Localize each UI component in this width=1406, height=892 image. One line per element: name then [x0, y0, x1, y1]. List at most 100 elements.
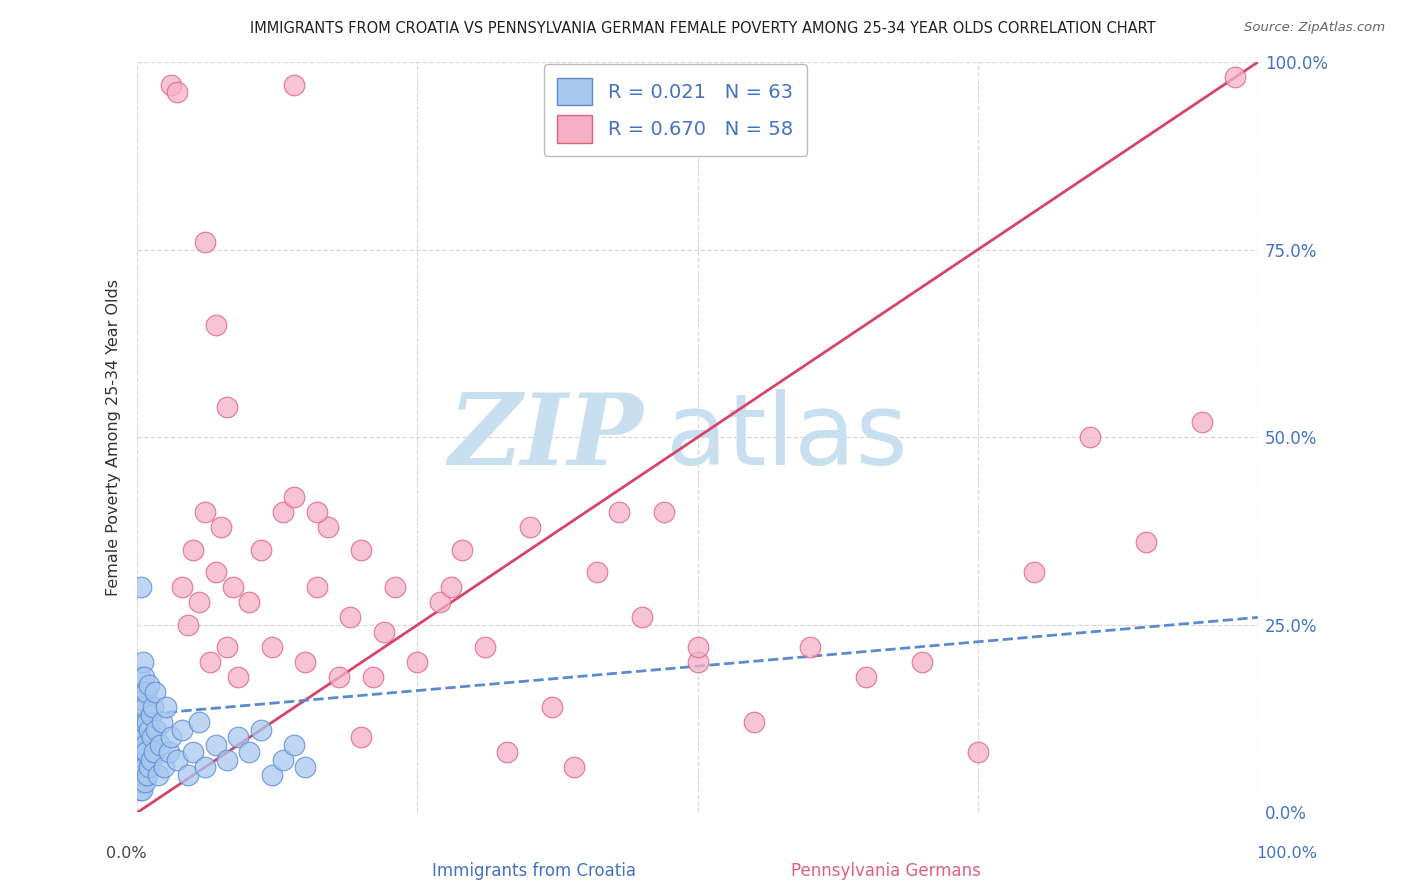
Point — [132, 768, 155, 782]
Point — [305, 505, 328, 519]
Point — [149, 738, 172, 752]
Point — [283, 491, 305, 505]
Point — [194, 505, 217, 519]
Point — [136, 715, 159, 730]
Point — [911, 656, 934, 670]
Point — [204, 566, 226, 580]
Point — [226, 731, 249, 745]
Point — [249, 723, 271, 737]
Point — [686, 640, 709, 655]
Point — [135, 746, 157, 760]
Point — [166, 753, 188, 767]
Point — [138, 723, 160, 737]
Point — [188, 715, 211, 730]
Point — [198, 656, 221, 670]
Point — [143, 685, 166, 699]
Point — [585, 566, 607, 580]
Point — [166, 85, 188, 99]
Point — [541, 700, 564, 714]
Text: 100.0%: 100.0% — [1256, 847, 1317, 861]
Point — [260, 640, 283, 655]
Point — [155, 700, 177, 714]
Point — [129, 738, 152, 752]
Point — [150, 715, 173, 730]
Point — [127, 746, 149, 760]
Point — [143, 746, 166, 760]
Point — [1078, 430, 1101, 444]
Point — [128, 783, 150, 797]
Point — [128, 670, 150, 684]
Point — [1022, 566, 1045, 580]
Point — [406, 656, 429, 670]
Point — [194, 760, 217, 774]
Point — [128, 693, 150, 707]
Point — [373, 625, 395, 640]
Point — [177, 618, 200, 632]
Point — [328, 670, 350, 684]
Point — [799, 640, 821, 655]
Point — [652, 505, 675, 519]
Point — [128, 731, 150, 745]
Point — [316, 520, 339, 534]
Point — [183, 746, 205, 760]
Point — [128, 753, 150, 767]
Point — [271, 505, 294, 519]
Point — [138, 760, 160, 774]
Point — [271, 753, 294, 767]
Point — [132, 693, 155, 707]
Point — [134, 700, 156, 714]
Point — [339, 610, 361, 624]
Point — [131, 723, 153, 737]
Point — [136, 768, 159, 782]
Point — [127, 768, 149, 782]
Point — [630, 610, 652, 624]
Point — [440, 580, 463, 594]
Point — [134, 738, 156, 752]
Point — [129, 700, 152, 714]
Text: ZIP: ZIP — [449, 389, 644, 485]
Point — [384, 580, 406, 594]
Point — [139, 707, 162, 722]
Point — [221, 580, 243, 594]
Point — [132, 760, 155, 774]
Point — [1225, 70, 1247, 84]
Point — [129, 580, 152, 594]
Text: Immigrants from Croatia: Immigrants from Croatia — [432, 862, 637, 880]
Point — [132, 715, 155, 730]
Point — [139, 753, 162, 767]
Point — [855, 670, 877, 684]
Point — [177, 768, 200, 782]
Point — [215, 640, 238, 655]
Point — [607, 505, 630, 519]
Text: IMMIGRANTS FROM CROATIA VS PENNSYLVANIA GERMAN FEMALE POVERTY AMONG 25-34 YEAR O: IMMIGRANTS FROM CROATIA VS PENNSYLVANIA … — [250, 21, 1156, 36]
Point — [138, 678, 160, 692]
Point — [429, 595, 451, 609]
Point — [145, 723, 167, 737]
Text: atlas: atlas — [666, 389, 908, 486]
Point — [238, 595, 260, 609]
Point — [305, 580, 328, 594]
Point — [451, 542, 474, 557]
Point — [215, 401, 238, 415]
Point — [361, 670, 384, 684]
Y-axis label: Female Poverty Among 25-34 Year Olds: Female Poverty Among 25-34 Year Olds — [107, 279, 121, 596]
Point — [519, 520, 541, 534]
Text: Source: ZipAtlas.com: Source: ZipAtlas.com — [1244, 21, 1385, 34]
Point — [1135, 535, 1157, 549]
Point — [209, 520, 232, 534]
Point — [226, 670, 249, 684]
Point — [742, 715, 765, 730]
Point — [172, 580, 194, 594]
Legend: R = 0.021   N = 63, R = 0.670   N = 58: R = 0.021 N = 63, R = 0.670 N = 58 — [544, 64, 807, 156]
Point — [350, 731, 373, 745]
Point — [283, 738, 305, 752]
Point — [160, 731, 183, 745]
Point — [294, 656, 316, 670]
Point — [294, 760, 316, 774]
Point — [132, 746, 155, 760]
Point — [204, 738, 226, 752]
Point — [141, 731, 163, 745]
Point — [153, 760, 176, 774]
Text: Pennsylvania Germans: Pennsylvania Germans — [790, 862, 981, 880]
Point — [474, 640, 496, 655]
